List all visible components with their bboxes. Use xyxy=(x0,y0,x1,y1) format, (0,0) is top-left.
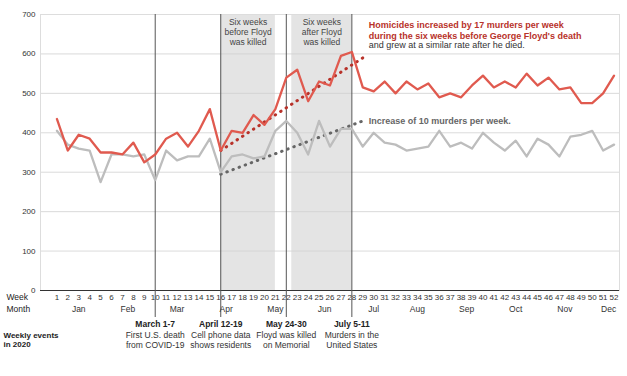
svg-text:37: 37 xyxy=(446,293,455,302)
svg-text:26: 26 xyxy=(326,293,335,302)
svg-text:16: 16 xyxy=(216,293,226,303)
svg-text:49: 49 xyxy=(577,293,586,302)
svg-text:27: 27 xyxy=(336,293,345,302)
svg-text:2: 2 xyxy=(66,293,71,302)
svg-text:40: 40 xyxy=(478,293,487,302)
svg-text:Nov: Nov xyxy=(557,304,573,314)
svg-text:25: 25 xyxy=(315,293,324,302)
svg-text:4: 4 xyxy=(87,293,92,302)
svg-text:50: 50 xyxy=(588,293,597,302)
svg-text:36: 36 xyxy=(435,293,444,302)
svg-text:6: 6 xyxy=(109,293,114,302)
svg-text:10: 10 xyxy=(150,293,160,303)
svg-text:Homicides increased by 17 murd: Homicides increased by 17 murders per we… xyxy=(369,20,582,41)
svg-text:46: 46 xyxy=(544,293,553,302)
svg-text:11: 11 xyxy=(162,293,171,302)
svg-text:0: 0 xyxy=(31,286,36,295)
svg-text:15: 15 xyxy=(205,293,214,302)
svg-text:18: 18 xyxy=(238,293,247,302)
svg-text:12: 12 xyxy=(173,293,182,302)
svg-text:47: 47 xyxy=(555,293,564,302)
svg-text:First U.S. deathfrom COVID-19: First U.S. deathfrom COVID-19 xyxy=(126,330,185,350)
svg-text:8: 8 xyxy=(131,293,136,302)
svg-text:31: 31 xyxy=(380,293,389,302)
svg-text:44: 44 xyxy=(522,293,531,302)
svg-text:100: 100 xyxy=(22,247,36,256)
svg-text:Week: Week xyxy=(7,292,29,302)
svg-text:38: 38 xyxy=(457,293,466,302)
svg-text:9: 9 xyxy=(142,293,147,302)
svg-text:28: 28 xyxy=(347,293,357,303)
svg-text:29: 29 xyxy=(358,293,367,302)
svg-text:Murders in theUnited States: Murders in theUnited States xyxy=(325,330,380,350)
svg-text:3: 3 xyxy=(77,293,82,302)
svg-text:400: 400 xyxy=(22,128,36,137)
svg-text:14: 14 xyxy=(194,293,203,302)
svg-text:Cell phone datashows residents: Cell phone datashows residents xyxy=(190,330,251,350)
svg-text:41: 41 xyxy=(489,293,498,302)
svg-text:300: 300 xyxy=(22,168,36,177)
svg-text:Jul: Jul xyxy=(368,304,379,314)
svg-text:39: 39 xyxy=(468,293,477,302)
svg-text:Six weeksbefore Floydwas kille: Six weeksbefore Floydwas killed xyxy=(224,17,272,47)
svg-text:22: 22 xyxy=(281,293,291,303)
svg-text:700: 700 xyxy=(22,10,36,19)
svg-text:20: 20 xyxy=(260,293,269,302)
svg-text:21: 21 xyxy=(271,293,280,302)
svg-text:1: 1 xyxy=(55,293,60,302)
svg-text:Month: Month xyxy=(7,304,31,314)
svg-text:May: May xyxy=(267,304,284,314)
svg-text:30: 30 xyxy=(369,293,378,302)
svg-text:Six weeksafter Floydwas killed: Six weeksafter Floydwas killed xyxy=(302,17,342,47)
svg-text:Apr: Apr xyxy=(220,304,233,314)
svg-text:35: 35 xyxy=(424,293,433,302)
svg-text:45: 45 xyxy=(533,293,542,302)
svg-text:33: 33 xyxy=(402,293,411,302)
svg-text:Increase of 10 murders per wee: Increase of 10 murders per week. xyxy=(369,116,511,126)
svg-text:April 12-19: April 12-19 xyxy=(199,319,243,329)
svg-text:7: 7 xyxy=(120,293,125,302)
svg-text:24: 24 xyxy=(304,293,313,302)
svg-text:600: 600 xyxy=(22,49,36,58)
svg-text:Sep: Sep xyxy=(459,304,474,314)
svg-text:Feb: Feb xyxy=(121,304,136,314)
svg-text:51: 51 xyxy=(599,293,608,302)
svg-text:Weekly eventsin 2020: Weekly eventsin 2020 xyxy=(4,331,60,349)
svg-text:Jun: Jun xyxy=(318,304,332,314)
svg-text:52: 52 xyxy=(610,293,619,302)
svg-text:Mar: Mar xyxy=(170,304,185,314)
svg-text:March 1-7: March 1-7 xyxy=(135,319,175,329)
svg-text:19: 19 xyxy=(249,293,258,302)
svg-text:200: 200 xyxy=(22,207,36,216)
svg-text:500: 500 xyxy=(22,89,36,98)
svg-text:and grew at a similar rate aft: and grew at a similar rate after he died… xyxy=(369,40,525,50)
svg-text:Aug: Aug xyxy=(410,304,425,314)
svg-text:17: 17 xyxy=(227,293,236,302)
svg-text:Jan: Jan xyxy=(72,304,86,314)
svg-text:13: 13 xyxy=(184,293,193,302)
svg-text:5: 5 xyxy=(98,293,103,302)
svg-text:May 24-30: May 24-30 xyxy=(266,319,307,329)
svg-text:Floyd was killedon Memorial: Floyd was killedon Memorial xyxy=(256,330,316,350)
svg-text:Dec: Dec xyxy=(601,304,617,314)
svg-text:48: 48 xyxy=(566,293,575,302)
svg-text:42: 42 xyxy=(500,293,509,302)
svg-text:32: 32 xyxy=(391,293,400,302)
svg-text:July 5-11: July 5-11 xyxy=(334,319,370,329)
svg-text:Oct: Oct xyxy=(509,304,523,314)
svg-text:23: 23 xyxy=(293,293,302,302)
svg-text:34: 34 xyxy=(413,293,422,302)
svg-text:43: 43 xyxy=(511,293,520,302)
